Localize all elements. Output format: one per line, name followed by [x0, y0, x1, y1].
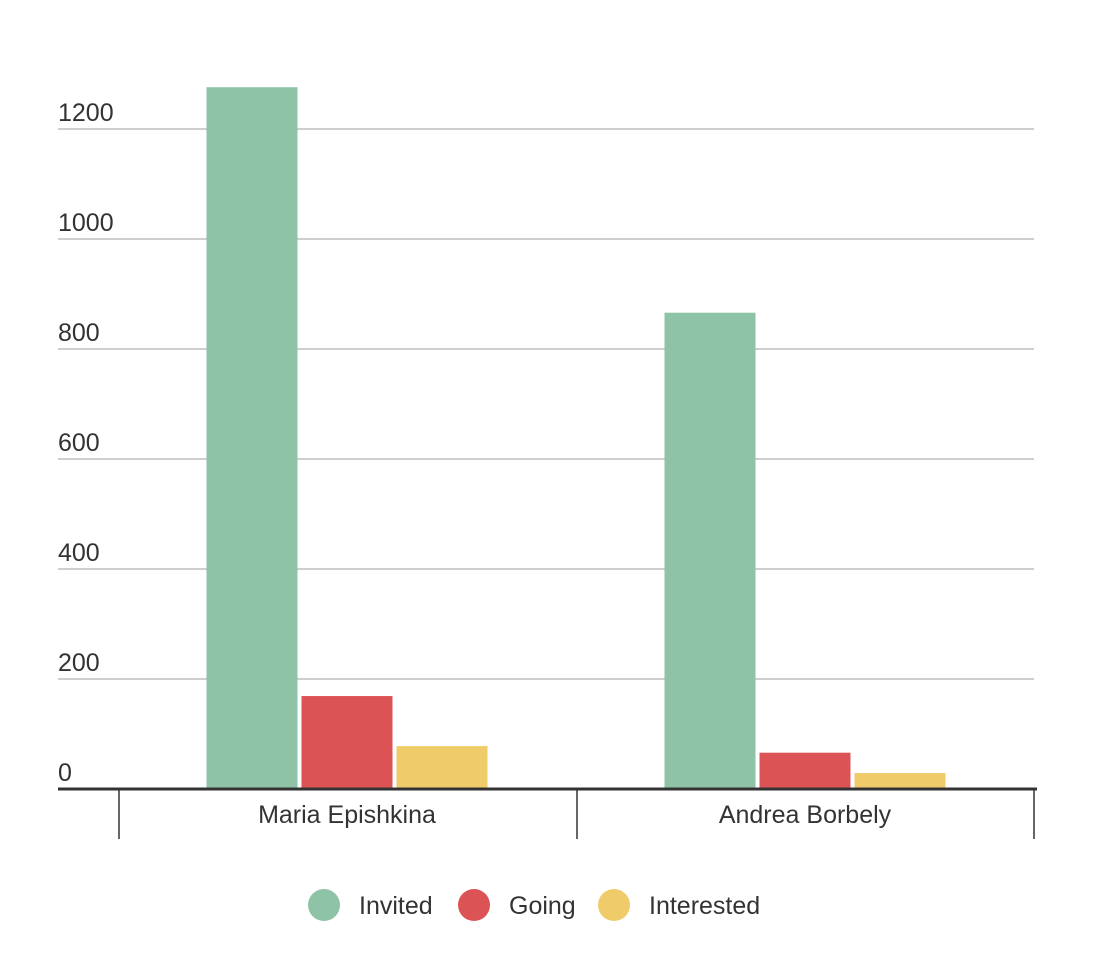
y-tick-label: 200 [58, 649, 100, 677]
x-axis [58, 787, 1037, 839]
x-tick-label: Andrea Borbely [719, 801, 892, 829]
x-tick-label: Maria Epishkina [258, 801, 436, 829]
legend-swatch-interested [598, 889, 630, 921]
legend-swatch-going [458, 889, 490, 921]
x-axis-ticks: Maria Epishkina Andrea Borbely [258, 801, 892, 829]
y-tick-label: 1200 [58, 99, 114, 127]
bar-invited [664, 312, 756, 789]
bar-invited [206, 87, 298, 789]
gridlines [58, 128, 1034, 680]
bars [206, 87, 946, 789]
bar-going [301, 696, 393, 789]
y-tick-label: 800 [58, 319, 100, 347]
y-axis-ticks: 0 200 400 600 800 1000 1200 [58, 99, 114, 787]
legend-label: Interested [649, 892, 760, 920]
bar-going [759, 752, 851, 789]
legend: Invited Going Interested [308, 889, 760, 921]
bar-interested [396, 746, 488, 789]
y-tick-label: 0 [58, 759, 72, 787]
legend-swatch-invited [308, 889, 340, 921]
legend-label: Going [509, 892, 576, 920]
y-tick-label: 1000 [58, 209, 114, 237]
legend-label: Invited [359, 892, 433, 920]
y-tick-label: 400 [58, 539, 100, 567]
y-tick-label: 600 [58, 429, 100, 457]
bar-interested [854, 773, 946, 789]
